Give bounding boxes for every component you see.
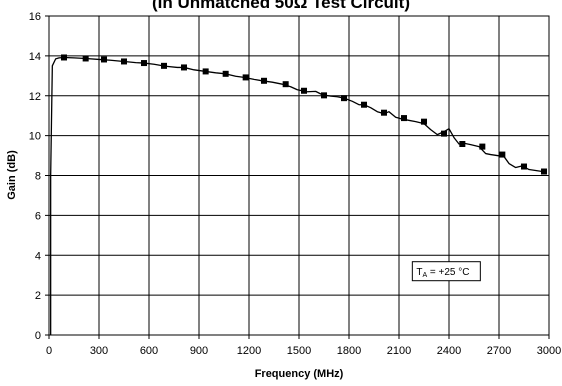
- data-point-marker: [141, 60, 147, 67]
- data-point-marker: [459, 140, 466, 147]
- data-point-marker: [282, 81, 289, 88]
- x-tick-label: 600: [140, 345, 158, 357]
- y-tick-label: 16: [29, 11, 41, 23]
- y-tick-label: 12: [29, 91, 41, 103]
- data-point-marker: [222, 70, 229, 77]
- data-point-marker: [202, 68, 209, 75]
- data-point-marker: [181, 64, 187, 71]
- data-point-marker: [401, 115, 407, 122]
- x-tick-label: 2100: [387, 345, 411, 357]
- gain-line: [50, 56, 547, 335]
- data-point-marker: [341, 95, 347, 102]
- data-point-marker: [361, 101, 367, 108]
- series-layer: [50, 56, 547, 335]
- data-point-marker: [82, 55, 89, 62]
- data-point-marker: [301, 87, 307, 94]
- chart-title: (In Unmatched 50Ω Test Circuit): [152, 0, 410, 12]
- y-tick-label: 0: [35, 330, 41, 342]
- data-point-marker: [441, 130, 447, 137]
- data-point-marker: [242, 74, 249, 81]
- y-tick-label: 14: [29, 51, 41, 63]
- x-axis-label: Frequency (MHz): [255, 368, 344, 380]
- data-point-marker: [261, 77, 267, 84]
- y-tick-label: 6: [35, 210, 41, 222]
- x-tick-label: 1200: [237, 345, 261, 357]
- x-tick-label: 1500: [287, 345, 311, 357]
- y-tick-label: 2: [35, 290, 41, 302]
- y-tick-label: 10: [29, 131, 41, 143]
- data-point-marker: [321, 92, 327, 99]
- y-tick-label: 8: [35, 171, 41, 183]
- x-tick-label: 2400: [437, 345, 461, 357]
- data-point-marker: [101, 56, 107, 63]
- temperature-annotation: TA = +25 °C: [416, 267, 469, 279]
- marker-layer: [61, 54, 547, 175]
- data-point-marker: [479, 143, 486, 150]
- data-point-marker: [61, 54, 67, 61]
- plot-frame: [48, 15, 550, 336]
- axis-layer: 0 300 600 900 1200 1500 1800 2100 2400 2700 3000 0 2…: [29, 11, 561, 357]
- data-point-marker: [161, 62, 167, 69]
- data-point-marker: [499, 151, 506, 158]
- data-point-marker: [121, 58, 127, 65]
- annotation-layer: TA = +25 °C: [411, 261, 481, 282]
- x-tick-label: 1800: [337, 345, 361, 357]
- x-tick-label: 3000: [537, 345, 561, 357]
- annotation-box: [411, 261, 481, 282]
- data-point-marker: [521, 163, 527, 170]
- data-point-marker: [421, 118, 427, 125]
- data-point-marker: [381, 109, 387, 116]
- y-tick-label: 4: [35, 250, 41, 262]
- y-axis-label: Gain (dB): [6, 150, 18, 200]
- x-tick-label: 0: [46, 345, 52, 357]
- x-tick-label: 300: [90, 345, 108, 357]
- x-tick-label: 900: [190, 345, 208, 357]
- data-point-marker: [541, 168, 547, 175]
- x-tick-label: 2700: [487, 345, 511, 357]
